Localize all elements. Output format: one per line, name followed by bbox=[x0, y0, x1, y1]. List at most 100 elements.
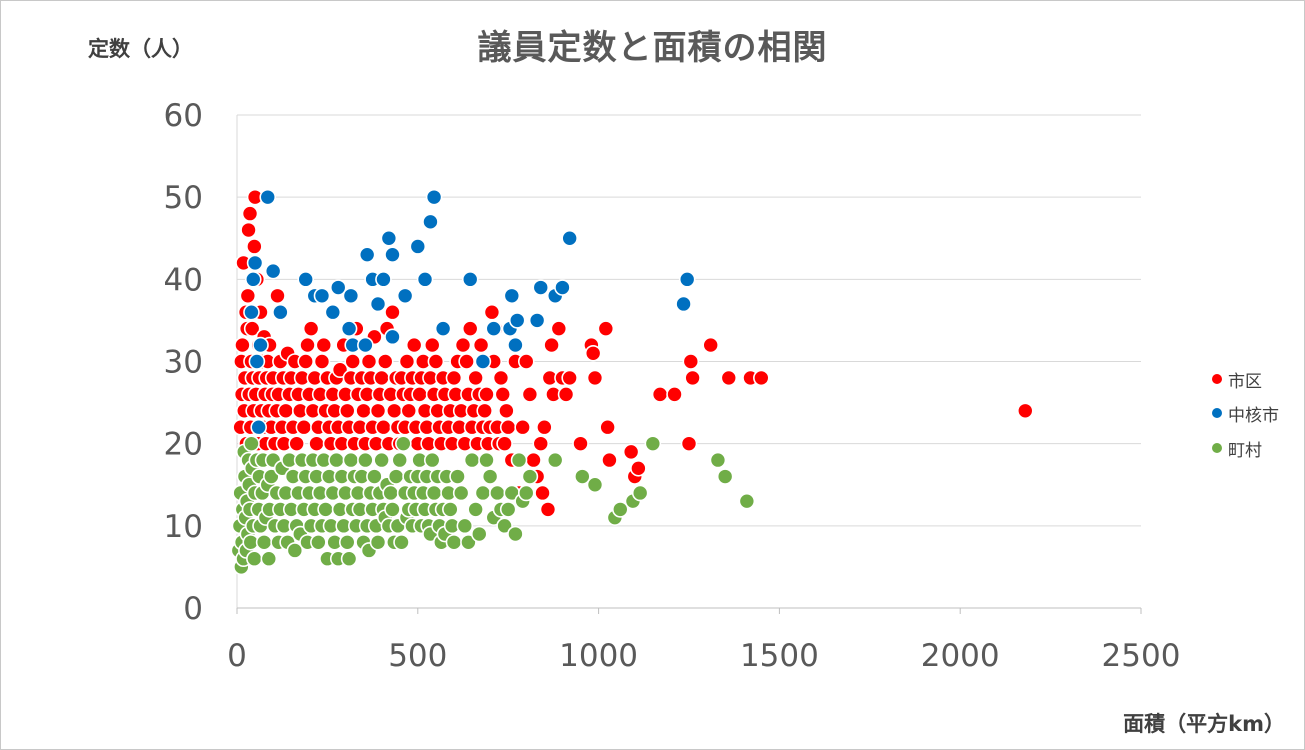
data-point bbox=[434, 320, 452, 337]
data-point bbox=[277, 402, 295, 420]
data-point bbox=[269, 287, 286, 305]
data-point bbox=[474, 484, 492, 502]
x-tick-label: 0 bbox=[227, 638, 247, 674]
data-point bbox=[358, 246, 376, 263]
data-point bbox=[246, 550, 263, 568]
data-point bbox=[299, 336, 316, 354]
data-point bbox=[445, 533, 463, 551]
legend-label: 市区 bbox=[1228, 371, 1262, 392]
data-point bbox=[483, 303, 501, 321]
y-tick-label: 10 bbox=[164, 509, 203, 545]
data-point bbox=[460, 533, 477, 551]
data-point bbox=[398, 353, 416, 370]
data-point bbox=[561, 369, 578, 387]
y-tick-label: 60 bbox=[164, 98, 203, 134]
data-point bbox=[586, 476, 604, 494]
data-point bbox=[405, 336, 423, 354]
data-point bbox=[508, 312, 526, 329]
data-point bbox=[682, 353, 700, 370]
data-point bbox=[720, 369, 738, 387]
data-point bbox=[241, 205, 259, 222]
data-point bbox=[369, 295, 387, 313]
data-point bbox=[384, 246, 401, 263]
data-point bbox=[376, 353, 394, 370]
data-point bbox=[427, 353, 445, 370]
data-point bbox=[514, 418, 531, 436]
data-point bbox=[308, 435, 325, 452]
legend-marker bbox=[1212, 408, 1222, 418]
legend-label: 町村 bbox=[1228, 440, 1262, 461]
data-point bbox=[442, 501, 459, 518]
data-point bbox=[288, 435, 305, 452]
data-point bbox=[384, 501, 401, 518]
y-tick-label: 30 bbox=[164, 345, 203, 381]
data-point bbox=[400, 402, 418, 420]
data-point bbox=[702, 336, 719, 354]
data-point bbox=[317, 501, 334, 518]
data-point bbox=[422, 213, 439, 231]
data-point bbox=[234, 336, 251, 354]
data-point bbox=[1016, 402, 1034, 420]
data-point bbox=[366, 468, 383, 485]
data-point bbox=[499, 501, 517, 518]
data-point bbox=[373, 451, 390, 469]
data-point bbox=[753, 369, 770, 387]
data-point bbox=[324, 303, 342, 321]
data-point bbox=[384, 303, 401, 321]
data-point bbox=[574, 468, 591, 485]
data-point bbox=[678, 271, 696, 288]
series-2 bbox=[243, 188, 696, 436]
y-tick-label: 0 bbox=[183, 591, 203, 627]
legend-item: 町村 bbox=[1212, 437, 1262, 461]
data-point bbox=[498, 402, 515, 420]
data-point bbox=[584, 344, 602, 362]
data-point bbox=[716, 468, 734, 485]
data-point bbox=[272, 303, 289, 321]
data-point bbox=[243, 435, 260, 452]
data-point bbox=[467, 501, 484, 518]
data-point bbox=[344, 353, 362, 370]
data-point bbox=[476, 402, 493, 420]
data-point bbox=[425, 188, 443, 206]
data-point bbox=[373, 369, 390, 387]
data-point bbox=[532, 435, 550, 452]
data-point bbox=[387, 468, 405, 485]
data-point bbox=[342, 287, 360, 305]
data-point bbox=[528, 312, 546, 329]
data-point bbox=[561, 229, 578, 247]
data-point bbox=[738, 492, 756, 510]
data-point bbox=[534, 484, 551, 502]
data-point bbox=[456, 517, 474, 535]
data-point bbox=[472, 336, 490, 354]
data-point bbox=[599, 418, 616, 436]
data-point bbox=[423, 451, 441, 469]
data-point bbox=[375, 271, 392, 288]
data-point bbox=[425, 484, 443, 502]
data-point bbox=[313, 353, 331, 370]
data-point bbox=[680, 435, 698, 452]
data-point bbox=[496, 517, 513, 535]
data-point bbox=[586, 369, 604, 387]
data-point bbox=[622, 443, 640, 461]
data-point bbox=[246, 238, 263, 255]
x-tick-label: 2500 bbox=[1102, 638, 1181, 674]
data-point bbox=[675, 295, 692, 313]
gridlines bbox=[237, 114, 1141, 527]
data-point bbox=[470, 525, 488, 543]
legend-item: 市区 bbox=[1212, 368, 1262, 392]
x-axis-label: 面積（平方km） bbox=[1123, 712, 1285, 736]
data-point bbox=[644, 435, 662, 452]
data-point bbox=[510, 451, 528, 469]
data-point bbox=[445, 369, 463, 387]
data-point bbox=[481, 468, 499, 485]
data-point bbox=[499, 418, 517, 436]
data-point bbox=[411, 386, 428, 403]
y-axis-label: 定数（人） bbox=[88, 37, 193, 61]
data-point bbox=[380, 229, 398, 247]
data-point bbox=[517, 353, 535, 370]
data-point bbox=[474, 353, 492, 370]
data-point bbox=[496, 435, 513, 452]
data-point bbox=[546, 451, 564, 469]
data-point bbox=[396, 287, 414, 305]
data-point bbox=[709, 451, 727, 469]
